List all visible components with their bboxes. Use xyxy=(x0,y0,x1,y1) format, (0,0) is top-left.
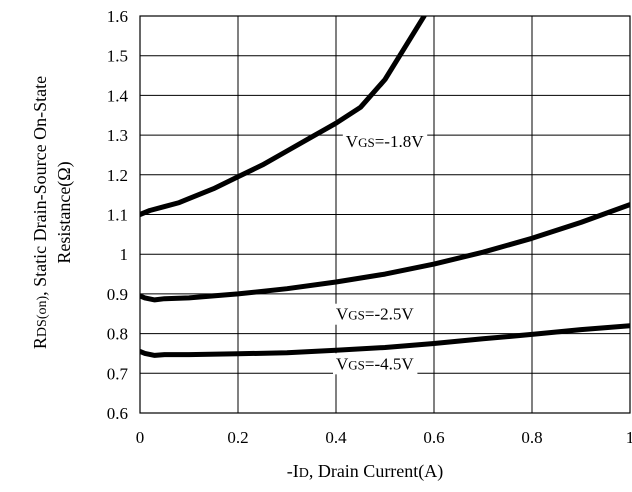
x-tick-label: 0.6 xyxy=(423,428,444,447)
text-part: GS xyxy=(358,135,375,150)
series-label-text: VGS=-1.8V xyxy=(346,132,424,151)
text-part: V xyxy=(336,305,349,324)
series-lines xyxy=(140,16,630,358)
y-tick-label: 0.7 xyxy=(107,364,129,383)
plot-frame xyxy=(139,15,631,414)
text-part: =-4.5V xyxy=(365,354,414,373)
y-axis-title-line2: Resistance(Ω) xyxy=(54,161,75,263)
y-tick-label: 1.6 xyxy=(107,7,128,26)
y-tick-label: 0.6 xyxy=(107,404,128,423)
x-tick-label: 0.2 xyxy=(227,428,248,447)
series-label: VGS=-4.5V xyxy=(333,353,418,375)
plot-border xyxy=(139,15,631,414)
y-tick-label: 0.9 xyxy=(107,285,128,304)
text-part: =-2.5V xyxy=(365,305,414,324)
y-tick-label: 1.1 xyxy=(107,206,128,225)
series-label-background xyxy=(333,303,418,325)
text-part: D xyxy=(299,466,309,481)
text-part: , Drain Current(A) xyxy=(309,461,443,482)
series-label-background xyxy=(333,353,418,375)
text-part: GS xyxy=(348,357,365,372)
y-tick-label: 1 xyxy=(120,245,129,264)
text-part: =-1.8V xyxy=(375,132,424,151)
text-part: -I xyxy=(287,461,299,481)
y-tick-label: 1.3 xyxy=(107,126,128,145)
y-tick-label: 0.8 xyxy=(107,325,128,344)
text-part: , Static Drain-Source On-State xyxy=(30,76,50,296)
x-tick-label: 0 xyxy=(136,428,145,447)
text-part: V xyxy=(346,132,359,151)
text-part: V xyxy=(336,354,349,373)
x-tick-labels: 0 0.2 0.4 0.6 0.8 1 xyxy=(136,428,632,447)
x-tick-label: 0.8 xyxy=(521,428,542,447)
y-tick-label: 1.5 xyxy=(107,47,128,66)
y-tick-labels: 0.6 0.7 0.8 0.9 1 1.1 1.2 1.3 1.4 1.5 1.6 xyxy=(107,7,129,423)
text-part: GS xyxy=(348,308,365,323)
text-part: DS(on) xyxy=(35,296,50,338)
x-axis-title: -ID, Drain Current(A) xyxy=(287,461,444,482)
series-label-text: VGS=-4.5V xyxy=(336,354,414,373)
text-part: R xyxy=(30,337,50,349)
text-part: Resistance(Ω) xyxy=(54,161,75,263)
series-label: VGS=-2.5V xyxy=(333,303,418,325)
series-label: VGS=-1.8V xyxy=(342,131,428,153)
y-axis-title-line1: RDS(on), Static Drain-Source On-State xyxy=(30,76,50,349)
series-label-text: VGS=-2.5V xyxy=(336,305,414,324)
y-tick-label: 1.4 xyxy=(107,86,129,105)
y-tick-label: 1.2 xyxy=(107,166,128,185)
x-tick-label: 1 xyxy=(626,428,632,447)
series-label-background xyxy=(342,131,428,153)
series-line xyxy=(140,202,630,303)
series-line xyxy=(140,323,630,358)
series-line xyxy=(140,16,427,217)
x-tick-label: 0.4 xyxy=(325,428,347,447)
